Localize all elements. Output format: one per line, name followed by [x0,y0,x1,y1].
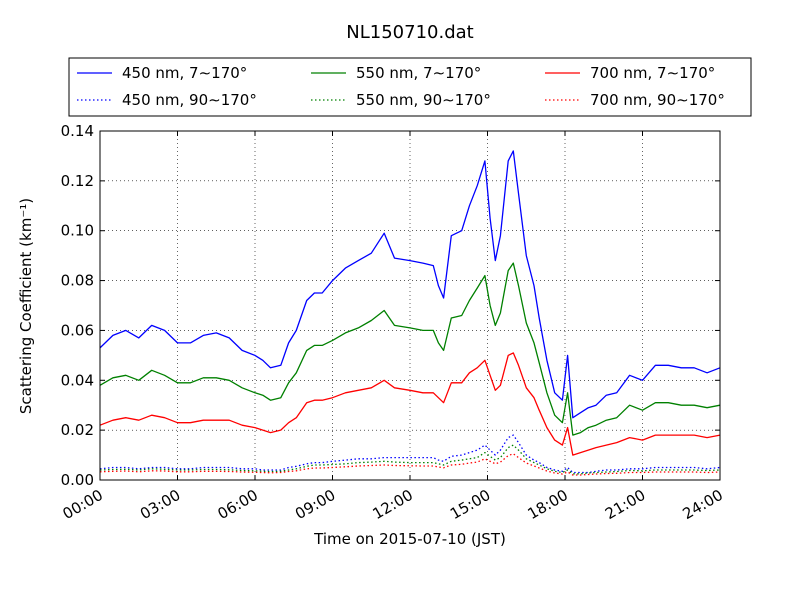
series-line-2 [99,352,721,456]
plot-area [100,131,720,480]
x-tick-label: 03:00 [137,486,183,523]
x-tick-label: 15:00 [447,486,493,523]
x-tick-label: 06:00 [215,486,261,523]
y-tick-label: 0.08 [61,272,94,290]
legend-label: 700 nm, 7∼170° [590,64,715,82]
legend: 450 nm, 7∼170° 550 nm, 7∼170° 700 nm, 7∼17… [77,64,725,109]
series-line-4 [99,444,721,475]
y-tick-label: 0.00 [61,471,94,489]
y-tick-label: 0.04 [61,371,94,389]
series-group [99,150,721,476]
y-tick-label: 0.12 [61,172,94,190]
y-tick-label: 0.06 [61,321,94,339]
series-line-0 [99,150,721,419]
x-tick-label: 09:00 [292,486,338,523]
y-tick-label: 0.14 [61,122,94,140]
x-tick-label: 18:00 [525,486,571,523]
x-tick-label: 24:00 [680,486,726,523]
series-line-3 [99,434,721,474]
y-tick-label: 0.02 [61,421,94,439]
series-line-5 [99,453,721,476]
grid [100,131,720,480]
x-axis-label: Time on 2015-07-10 (JST) [313,530,506,548]
chart-title: NL150710.dat [346,22,473,43]
x-tick-label: 00:00 [60,486,106,523]
legend-label: 450 nm, 90∼170° [122,91,257,109]
y-tick-label: 0.10 [61,222,94,240]
legend-label: 550 nm, 7∼170° [356,64,481,82]
series-line-1 [99,262,721,436]
legend-label: 450 nm, 7∼170° [122,64,247,82]
x-tick-label: 12:00 [370,486,416,523]
legend-label: 550 nm, 90∼170° [356,91,491,109]
x-tick-label: 21:00 [602,486,648,523]
legend-box [68,57,752,117]
legend-label: 700 nm, 90∼170° [590,91,725,109]
y-axis-label: Scattering Coefficient (km⁻¹) [17,198,35,414]
